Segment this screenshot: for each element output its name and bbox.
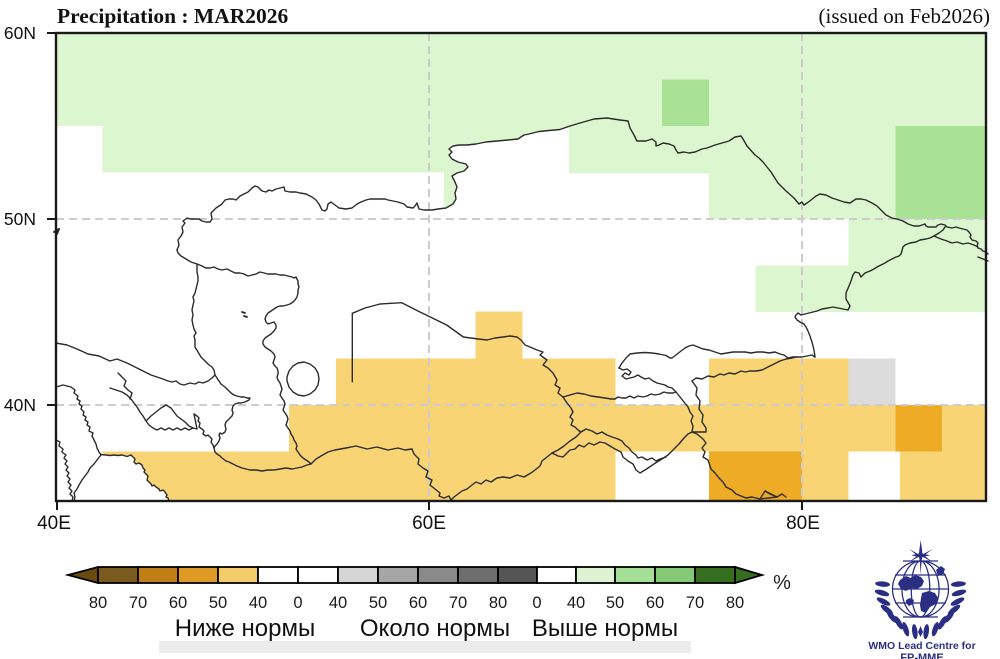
svg-text:40N: 40N — [4, 395, 36, 415]
svg-text:80E: 80E — [786, 513, 820, 534]
svg-text:0: 0 — [532, 594, 541, 612]
svg-text:FP-MME: FP-MME — [900, 652, 943, 659]
svg-text:50: 50 — [369, 594, 387, 612]
svg-text:80: 80 — [489, 594, 507, 612]
svg-text:70: 70 — [449, 594, 467, 612]
svg-text:Precipitation : MAR2026: Precipitation : MAR2026 — [57, 4, 289, 28]
svg-text:80: 80 — [89, 594, 107, 612]
svg-text:%: % — [773, 572, 791, 594]
svg-text:WMO Lead Centre for: WMO Lead Centre for — [868, 640, 975, 652]
svg-text:40: 40 — [567, 594, 585, 612]
svg-text:80: 80 — [726, 594, 744, 612]
svg-text:70: 70 — [129, 594, 147, 612]
svg-text:Ниже нормы: Ниже нормы — [175, 615, 316, 642]
svg-text:Выше нормы: Выше нормы — [532, 615, 678, 642]
svg-text:Около нормы: Около нормы — [360, 615, 510, 642]
svg-text:40E: 40E — [37, 513, 71, 534]
svg-text:60: 60 — [646, 594, 664, 612]
svg-text:0: 0 — [293, 594, 302, 612]
svg-text:50N: 50N — [4, 209, 36, 229]
svg-text:60: 60 — [409, 594, 427, 612]
svg-text:50: 50 — [209, 594, 227, 612]
svg-text:60: 60 — [169, 594, 187, 612]
svg-text:50: 50 — [606, 594, 624, 612]
svg-text:60N: 60N — [4, 23, 36, 43]
svg-text:(issued on Feb2026): (issued on Feb2026) — [819, 4, 991, 28]
svg-text:40: 40 — [329, 594, 347, 612]
svg-text:60E: 60E — [412, 513, 446, 534]
svg-text:40: 40 — [249, 594, 267, 612]
svg-text:70: 70 — [686, 594, 704, 612]
